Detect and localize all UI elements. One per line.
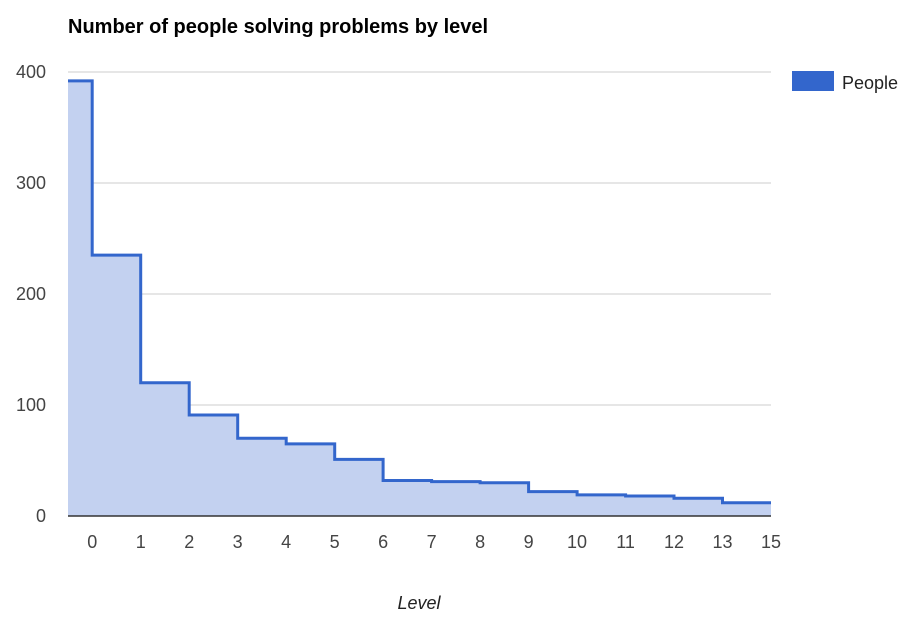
- grid-lines: [68, 71, 771, 406]
- data-step-level-11[interactable]: [577, 495, 625, 516]
- x-tick-label-6: 6: [378, 532, 388, 552]
- x-tick-label-3: 3: [233, 532, 243, 552]
- y-axis: 0 100 200 300 400: [16, 62, 46, 526]
- x-tick-label-4: 4: [281, 532, 291, 552]
- x-axis-label: Level: [397, 593, 441, 613]
- data-step-level-10[interactable]: [529, 492, 577, 516]
- data-step-level-12[interactable]: [626, 496, 674, 516]
- x-tick-label-0: 0: [87, 532, 97, 552]
- y-tick-label-300: 300: [16, 173, 46, 193]
- x-tick-label-11: 11: [616, 532, 635, 552]
- y-tick-label-100: 100: [16, 395, 46, 415]
- data-step-level-6[interactable]: [335, 459, 383, 516]
- legend[interactable]: People: [792, 71, 898, 93]
- x-tick-label-2: 2: [184, 532, 194, 552]
- y-tick-label-400: 400: [16, 62, 46, 82]
- data-step-level-0[interactable]: [68, 81, 92, 516]
- data-step-level-13[interactable]: [674, 498, 722, 516]
- y-tick-label-0: 0: [36, 506, 46, 526]
- legend-label-people: People: [842, 73, 898, 93]
- x-tick-label-9: 9: [524, 532, 534, 552]
- x-tick-label-15: 15: [761, 532, 781, 552]
- data-step-level-1[interactable]: [92, 255, 140, 516]
- data-step-level-5[interactable]: [286, 444, 334, 516]
- data-step-level-15[interactable]: [723, 503, 771, 516]
- x-tick-label-13: 13: [713, 532, 733, 552]
- data-step-level-7[interactable]: [383, 480, 431, 516]
- chart-title: Number of people solving problems by lev…: [68, 16, 488, 38]
- x-tick-label-10: 10: [567, 532, 587, 552]
- data-step-level-3[interactable]: [189, 415, 237, 516]
- x-axis: 0 1 2 3 4 5 6 7 8 9 10 11 12 13 15: [68, 515, 781, 552]
- y-tick-label-200: 200: [16, 284, 46, 304]
- x-tick-label-5: 5: [330, 532, 340, 552]
- x-tick-label-8: 8: [475, 532, 485, 552]
- legend-swatch-people: [792, 71, 834, 91]
- x-tick-label-12: 12: [664, 532, 684, 552]
- series-line-people: [68, 79, 771, 505]
- x-tick-label-1: 1: [136, 532, 146, 552]
- series-area-people: [68, 80, 771, 517]
- data-step-level-8[interactable]: [432, 482, 480, 516]
- x-tick-label-7: 7: [427, 532, 437, 552]
- data-step-level-9[interactable]: [480, 483, 528, 516]
- plot-area: [68, 79, 771, 517]
- data-step-level-4[interactable]: [238, 438, 286, 516]
- data-step-level-2[interactable]: [141, 383, 189, 516]
